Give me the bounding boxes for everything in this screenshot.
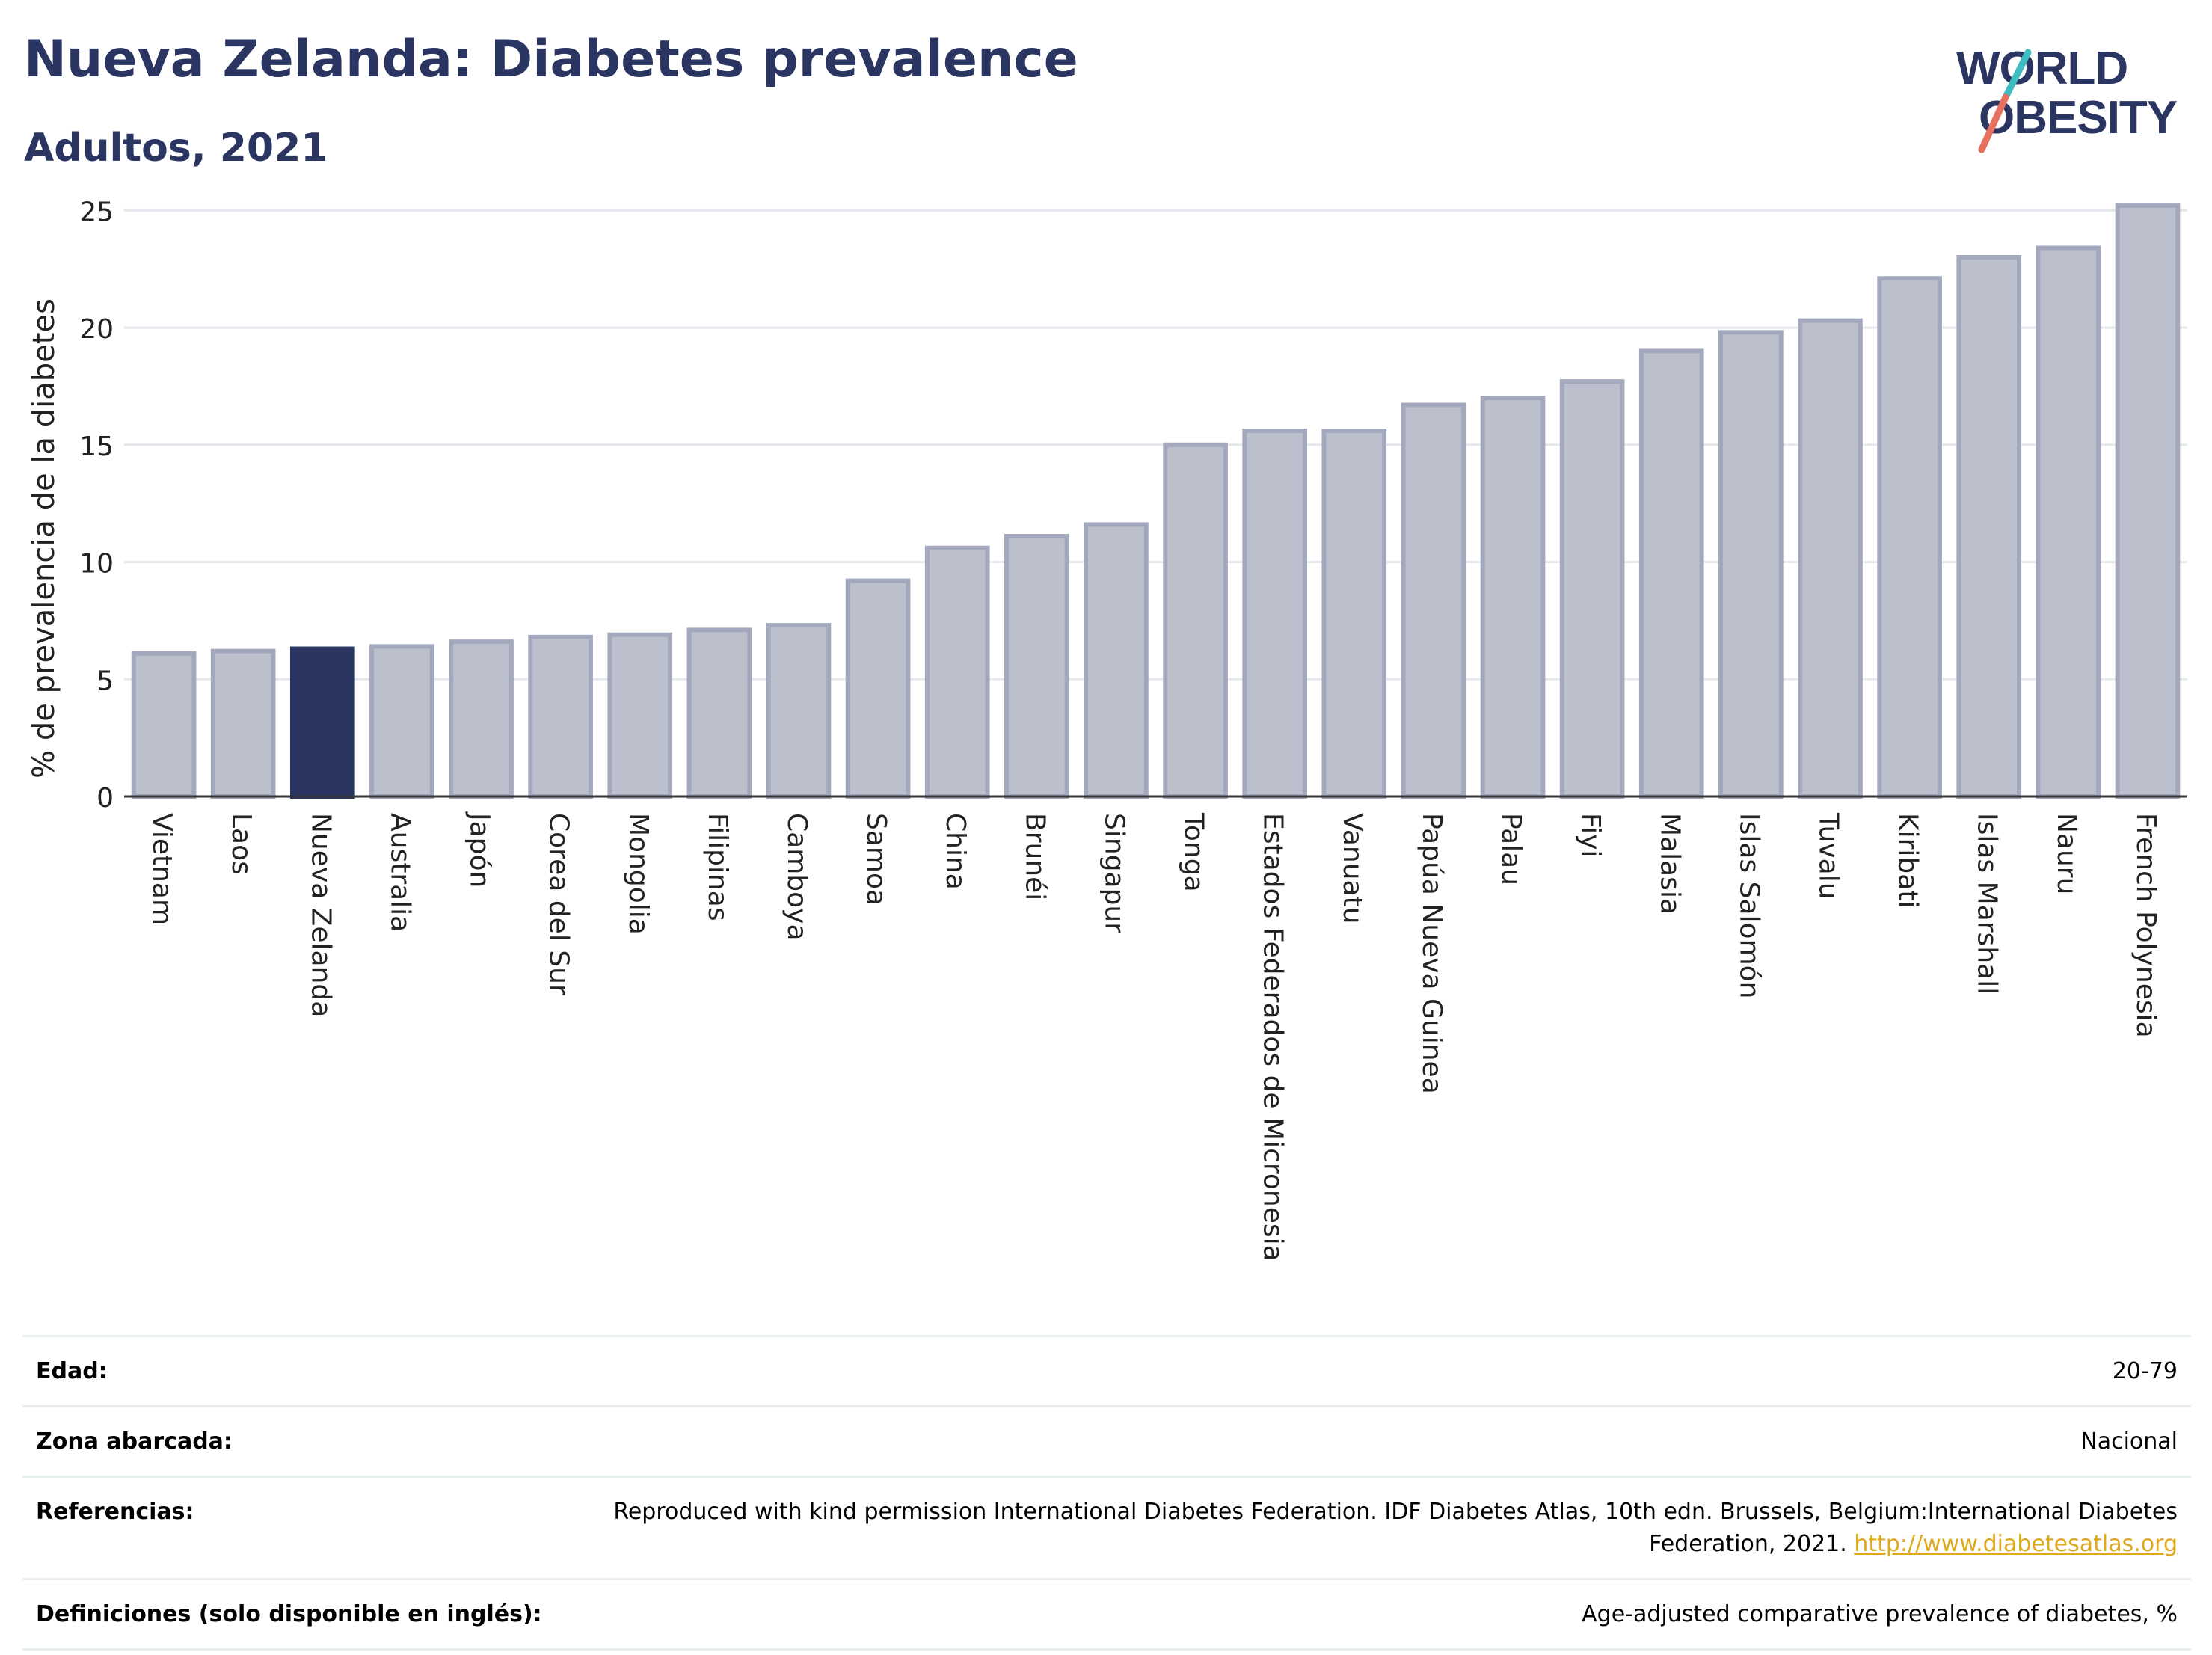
x-tick-label: China	[940, 813, 971, 890]
y-tick-label: 20	[79, 314, 114, 345]
logo-slash-coral	[1978, 93, 2009, 153]
info-table: Edad: 20-79 Zona abarcada: Nacional Refe…	[22, 1335, 2191, 1651]
info-label: Definiciones (solo disponible en inglés)…	[22, 1578, 556, 1651]
info-value: Nacional	[555, 1405, 2191, 1477]
x-tick-label: Laos	[226, 813, 256, 875]
references-text: Reproduced with kind permission Internat…	[613, 1499, 2178, 1557]
y-tick-label: 0	[96, 783, 114, 814]
bar-malasia	[1638, 348, 1704, 799]
logo-line-1: WORLD	[1956, 43, 2127, 94]
info-row-referencias: Referencias: Reproduced with kind permis…	[22, 1476, 2191, 1579]
x-tick-label: Islas Marshall	[1972, 813, 2003, 995]
y-tick-label: 25	[79, 197, 114, 227]
x-tick-label: Camboya	[781, 813, 812, 941]
y-tick-label: 5	[96, 666, 114, 696]
x-tick-label: Palau	[1496, 813, 1526, 885]
x-tick-label: Estados Federados de Micronesia	[1258, 813, 1288, 1262]
x-tick-label: Corea del Sur	[544, 813, 574, 995]
world-obesity-logo: WORLD OBESITY	[1956, 43, 2178, 153]
info-label: Edad:	[22, 1335, 556, 1407]
x-tick-label: Islas Salomón	[1733, 813, 1764, 998]
x-tick-label: Tonga	[1179, 812, 1209, 892]
bar-camboya	[766, 623, 832, 799]
x-tick-label: Brunéi	[1019, 813, 1050, 900]
diabetes-atlas-link[interactable]: http://www.diabetesatlas.org	[1854, 1531, 2178, 1557]
info-value: 20-79	[555, 1335, 2191, 1407]
info-row-definiciones: Definiciones (solo disponible en inglés)…	[22, 1578, 2191, 1651]
page-subtitle: Adultos, 2021	[24, 126, 328, 171]
bar-laos	[210, 648, 276, 799]
bar-singapur	[1084, 522, 1149, 799]
bar-papua-nueva-guinea	[1401, 402, 1466, 799]
label-layer: 0 5 10 15 20 25 Vietnam Laos Nueva Zelanda Austra…	[79, 197, 2187, 1262]
info-value: Age-adjusted comparative prevalence of d…	[555, 1578, 2191, 1651]
y-tick-label: 15	[79, 432, 114, 462]
bar-china	[924, 545, 990, 799]
x-tick-label: Samoa	[861, 813, 891, 906]
x-tick-label: Tuvalu	[1813, 812, 1843, 900]
bar-layer	[131, 203, 2181, 799]
bar-australia	[369, 644, 434, 799]
x-tick-label: Japón	[464, 811, 495, 888]
y-tick-label: 10	[79, 549, 114, 580]
x-tick-label: Papúa Nueva Guinea	[1416, 813, 1447, 1094]
x-tick-label: Kiribati	[1893, 813, 1923, 908]
bar-brunei	[1004, 534, 1069, 799]
bar-filipinas	[686, 627, 752, 799]
x-tick-label: Australia	[384, 813, 415, 932]
page-title: Nueva Zelanda: Diabetes prevalence	[24, 30, 1078, 89]
bar-nueva-zelanda	[289, 646, 355, 799]
bar-islas-marshall	[1956, 255, 2022, 799]
x-tick-label: French Polynesia	[2130, 813, 2161, 1038]
bar-japon	[449, 639, 514, 799]
info-row-edad: Edad: 20-79	[22, 1335, 2191, 1407]
logo-line-2: OBESITY	[1979, 92, 2178, 144]
bar-palau	[1480, 396, 1546, 799]
bar-samoa	[845, 578, 911, 799]
y-axis-label: % de prevalencia de la diabetes	[27, 298, 61, 779]
bar-corea-del-sur	[528, 634, 593, 799]
x-tick-label: Nueva Zelanda	[305, 813, 336, 1017]
x-tick-label: Fiyi	[1575, 813, 1606, 857]
info-label: Zona abarcada:	[22, 1405, 556, 1477]
bar-french-polynesia	[2115, 203, 2181, 799]
x-tick-label: Mongolia	[623, 813, 654, 935]
bar-nauru	[2036, 245, 2101, 799]
bar-kiribati	[1877, 276, 1942, 799]
info-row-zona: Zona abarcada: Nacional	[22, 1405, 2191, 1477]
bar-islas-salomon	[1718, 330, 1784, 799]
x-tick-label: Nauru	[2051, 813, 2082, 894]
bar-mongolia	[607, 632, 673, 799]
bar-tuvalu	[1798, 318, 1863, 799]
bar-vietnam	[131, 651, 197, 799]
info-value-references: Reproduced with kind permission Internat…	[555, 1476, 2191, 1579]
bar-chart: 0 5 10 15 20 25 Vietnam Laos Nueva Zelanda Austra…	[27, 197, 2187, 1262]
x-tick-label: Vanuatu	[1337, 813, 1368, 924]
logo-slash-teal	[2002, 49, 2032, 101]
bar-tonga	[1163, 442, 1228, 799]
bar-fiyi	[1559, 379, 1625, 799]
bar-estados-federados-de-micronesia	[1242, 429, 1307, 799]
x-tick-label: Vietnam	[147, 813, 177, 925]
x-tick-label: Malasia	[1654, 813, 1685, 915]
bar-vanuatu	[1321, 429, 1387, 799]
x-tick-label: Singapur	[1099, 813, 1129, 933]
x-tick-label: Filipinas	[702, 813, 733, 921]
info-label: Referencias:	[22, 1476, 556, 1579]
